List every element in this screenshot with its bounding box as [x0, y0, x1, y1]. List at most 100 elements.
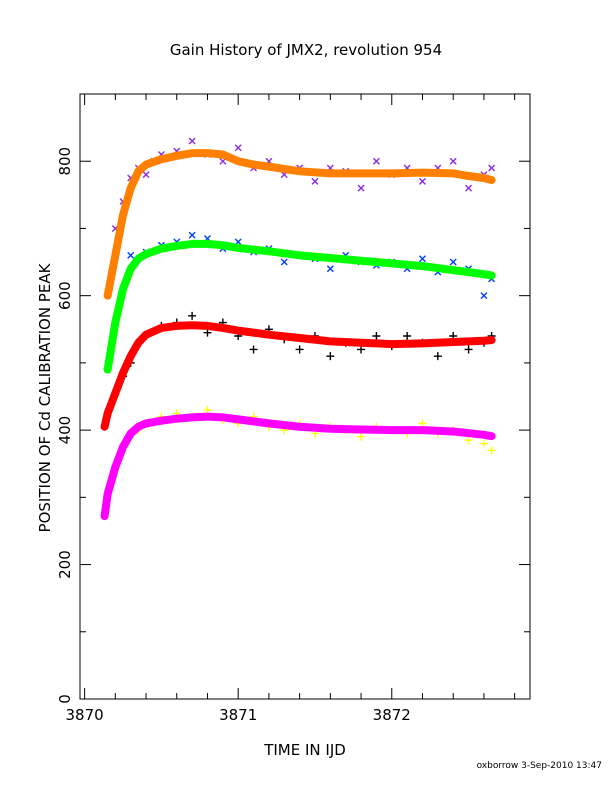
- series-7-point: [104, 490, 111, 497]
- series-5-point: [296, 335, 303, 342]
- series-1-point: [127, 185, 134, 192]
- series-3-line: [103, 239, 496, 374]
- series-6-point: [479, 439, 488, 448]
- series-5-point: [265, 331, 272, 338]
- series-5-point: [480, 337, 487, 344]
- series-3-point: [219, 242, 226, 249]
- series-1-point: [143, 161, 150, 168]
- series-7-point: [189, 414, 196, 421]
- series-1-point: [480, 175, 487, 182]
- series-5-point: [104, 410, 111, 417]
- series-2-point: [280, 258, 288, 266]
- series-0-point: [488, 164, 496, 172]
- series-3-point: [388, 260, 395, 267]
- series-0-point: [311, 177, 319, 185]
- series-2-point: [480, 292, 488, 300]
- series-1-point: [250, 161, 257, 168]
- series-5-point: [388, 341, 395, 348]
- series-5: [100, 321, 496, 431]
- series-3-point: [465, 269, 472, 276]
- series-1-point: [450, 170, 457, 177]
- series-1-point: [204, 150, 211, 157]
- series-3-point: [189, 240, 196, 247]
- series-3-point: [480, 271, 487, 278]
- series-3-point: [204, 240, 211, 247]
- series-1-point: [388, 170, 395, 177]
- series-3-point: [488, 272, 495, 279]
- series-5-point: [204, 322, 211, 329]
- series-1-point: [104, 292, 111, 299]
- series-4-point: [326, 352, 335, 361]
- series-5-point: [219, 324, 226, 331]
- chart-title: Gain History of JMX2, revolution 954: [170, 41, 442, 59]
- series-7-point: [135, 423, 142, 430]
- plot-frame: [79, 93, 531, 700]
- series-4-point: [188, 311, 197, 320]
- x-tick-label: 3872: [373, 706, 411, 724]
- series-4-point: [464, 345, 473, 354]
- axis-ticks: 0 200 400 600 800 3870 3871 3872: [56, 94, 530, 724]
- series-5-point: [173, 322, 180, 329]
- series-2-point: [418, 255, 426, 263]
- series-7-point: [419, 427, 426, 434]
- series-3-point: [120, 285, 127, 292]
- series-3-point: [358, 257, 365, 264]
- x-tick-label: 3871: [219, 706, 257, 724]
- series-1-point: [158, 156, 165, 163]
- series-3-point: [135, 255, 142, 262]
- series-3-point: [265, 248, 272, 255]
- series-5-point: [189, 322, 196, 329]
- series-0-point: [188, 137, 196, 145]
- series-7: [100, 412, 496, 521]
- series-1-point: [265, 163, 272, 170]
- series-3: [103, 239, 496, 374]
- y-axis-label: POSITION OF Cd CALIBRATION PEAK: [36, 262, 54, 532]
- series-5-point: [135, 339, 142, 346]
- series-1-point: [189, 150, 196, 157]
- series-0-point: [449, 157, 457, 165]
- series-3-point: [450, 267, 457, 274]
- series-5-point: [101, 423, 108, 430]
- series-6-point: [203, 405, 212, 414]
- series-1-point: [112, 252, 119, 259]
- series-3-point: [173, 242, 180, 249]
- series-0-point: [418, 177, 426, 185]
- series-0-point: [465, 184, 473, 192]
- series-7-point: [358, 426, 365, 433]
- series-0-point: [142, 171, 150, 179]
- series-3-point: [158, 245, 165, 252]
- series-1-point: [219, 151, 226, 158]
- series-1-point: [235, 158, 242, 165]
- series-5-point: [358, 339, 365, 346]
- series-7-point: [143, 420, 150, 427]
- series-6-point: [357, 432, 366, 441]
- series-5-point: [158, 324, 165, 331]
- series-5-point: [450, 339, 457, 346]
- series-3-point: [327, 255, 334, 262]
- y-tick-label: 400: [56, 416, 74, 445]
- series-7-point: [388, 427, 395, 434]
- series-7-point: [101, 513, 108, 520]
- series-7-point: [158, 417, 165, 424]
- series-7-point: [127, 430, 134, 437]
- series-7-line: [100, 412, 496, 521]
- y-tick-label: 200: [56, 550, 74, 579]
- series-3-point: [127, 265, 134, 272]
- series-5-point: [327, 338, 334, 345]
- series-3-point: [112, 319, 119, 326]
- series-0: [111, 137, 496, 232]
- series-0-point: [357, 184, 365, 192]
- series-6-point: [464, 436, 473, 445]
- series-7-point: [327, 425, 334, 432]
- series-layer: [100, 137, 496, 521]
- series-1-point: [120, 212, 127, 218]
- series-1-point: [488, 177, 495, 184]
- series-1-point: [419, 169, 426, 176]
- series-3-point: [296, 252, 303, 259]
- series-7-point: [450, 428, 457, 435]
- series-1-point: [296, 168, 303, 175]
- series-1-point: [465, 173, 472, 180]
- y-tick-label: 0: [56, 694, 74, 704]
- series-4-point: [403, 332, 412, 340]
